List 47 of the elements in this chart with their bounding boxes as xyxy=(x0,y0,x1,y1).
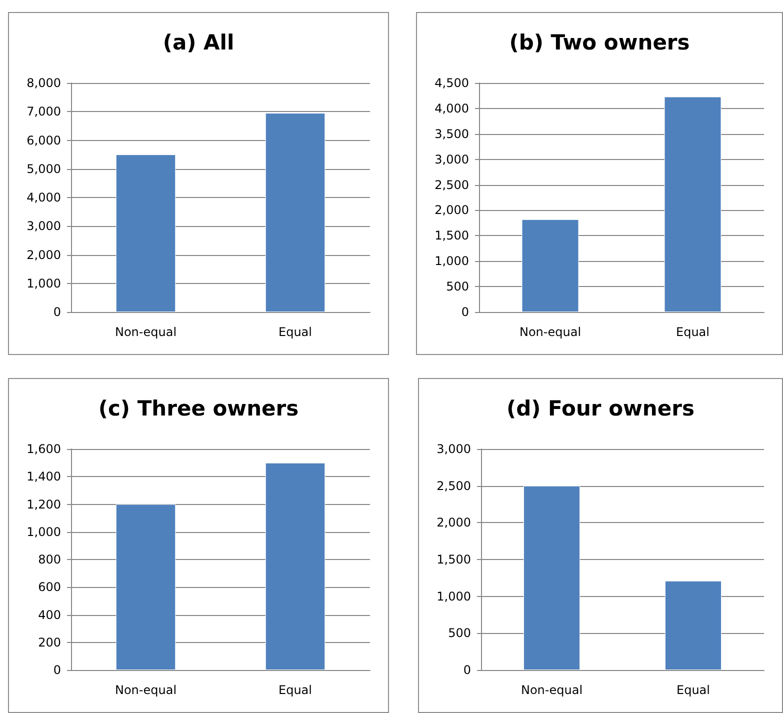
y-tick-label: 5,000 xyxy=(26,162,61,176)
x-tick-label: Non-equal xyxy=(114,325,177,339)
y-tick-label: 2,000 xyxy=(436,516,471,530)
y-tick-label: 0 xyxy=(53,663,61,677)
y-tick-label: 3,000 xyxy=(436,442,471,456)
y-tick-label: 4,000 xyxy=(26,190,61,204)
y-tick-label: 8,000 xyxy=(26,76,61,90)
y-tick-label: 4,000 xyxy=(434,101,469,116)
chart-title: (a) All xyxy=(162,30,234,54)
x-tick-label: Non-equal xyxy=(519,325,582,339)
y-tick-label: 400 xyxy=(38,608,61,622)
y-tick-label: 1,200 xyxy=(26,497,61,512)
y-tick-label: 1,000 xyxy=(26,276,61,290)
chart-title: (c) Three owners xyxy=(98,396,299,420)
x-tick-label: Equal xyxy=(278,683,312,697)
y-tick-label: 3,000 xyxy=(434,152,469,166)
x-tick-label: Equal xyxy=(676,683,710,697)
x-tick-label: Non-equal xyxy=(520,683,583,697)
y-tick-label: 1,400 xyxy=(26,470,61,484)
chart-title: (d) Four owners xyxy=(506,396,694,420)
y-tick-label: 1,000 xyxy=(436,589,471,604)
y-tick-label: 3,000 xyxy=(26,219,61,234)
y-tick-label: 0 xyxy=(53,305,61,319)
y-tick-label: 1,500 xyxy=(436,552,471,566)
y-tick-label: 200 xyxy=(38,635,61,650)
y-tick-label: 2,500 xyxy=(434,178,469,192)
y-tick-label: 0 xyxy=(461,305,469,319)
y-tick-label: 0 xyxy=(463,663,471,677)
y-tick-label: 2,500 xyxy=(436,478,471,493)
y-tick-label: 1,000 xyxy=(434,254,469,268)
y-tick-label: 1,500 xyxy=(434,228,469,243)
y-tick-label: 4,500 xyxy=(434,76,469,90)
y-tick-label: 500 xyxy=(448,626,471,640)
y-tick-label: 3,500 xyxy=(434,126,469,141)
y-tick-label: 1,000 xyxy=(26,524,61,539)
y-tick-label: 7,000 xyxy=(26,104,61,119)
y-tick-label: 500 xyxy=(446,280,469,294)
chart-title: (b) Two owners xyxy=(509,30,690,54)
y-tick-label: 2,000 xyxy=(26,248,61,262)
x-tick-label: Non-equal xyxy=(114,683,177,697)
y-tick-label: 600 xyxy=(38,580,61,594)
y-tick-label: 2,000 xyxy=(434,203,469,218)
y-tick-label: 800 xyxy=(38,552,61,566)
x-tick-label: Equal xyxy=(676,325,710,339)
y-tick-label: 6,000 xyxy=(26,133,61,148)
x-tick-label: Equal xyxy=(278,325,312,339)
y-tick-label: 1,600 xyxy=(26,442,61,456)
